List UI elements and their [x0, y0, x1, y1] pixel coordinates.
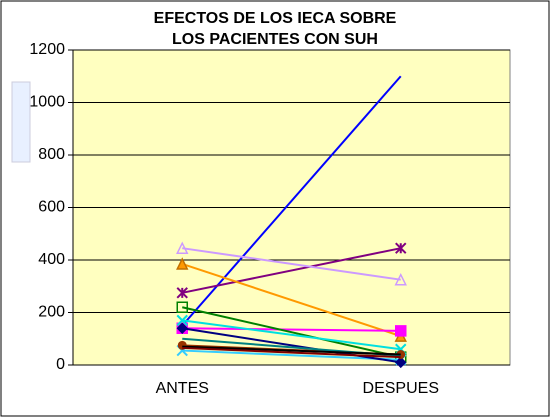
marker	[395, 325, 407, 337]
series-line	[182, 327, 401, 332]
x-tick-label: ANTES	[156, 380, 209, 397]
series-line	[182, 349, 401, 361]
series-line	[182, 319, 401, 351]
marker	[395, 356, 407, 369]
series-line	[182, 247, 401, 294]
y-tick-label: 0	[56, 356, 65, 373]
marker	[176, 322, 188, 334]
axis-title-box	[11, 81, 31, 163]
y-tick-label: 800	[38, 146, 65, 163]
series-line	[182, 327, 401, 364]
y-tick-label: 200	[38, 304, 65, 321]
marker	[176, 241, 189, 254]
series-line	[182, 306, 401, 359]
chart-title: LOS PACIENTES CON SUH	[172, 31, 378, 48]
x-tick-label: DESPUES	[363, 380, 439, 397]
series-line	[182, 345, 401, 356]
series-line	[181, 75, 402, 327]
marker	[394, 273, 407, 286]
y-tick-label: 1000	[29, 94, 65, 111]
marker	[395, 242, 407, 254]
chart-title: EFECTOS DE LOS IECA SOBRE	[154, 10, 397, 27]
marker	[176, 301, 188, 313]
series-line	[182, 346, 401, 359]
series-line	[181, 262, 402, 338]
marker	[176, 257, 189, 270]
marker	[176, 314, 188, 327]
y-tick-label: 400	[38, 251, 65, 268]
marker	[176, 287, 188, 299]
y-tick-label: 1200	[29, 41, 65, 58]
y-tick-label: 600	[38, 199, 65, 216]
series-line	[182, 247, 401, 281]
